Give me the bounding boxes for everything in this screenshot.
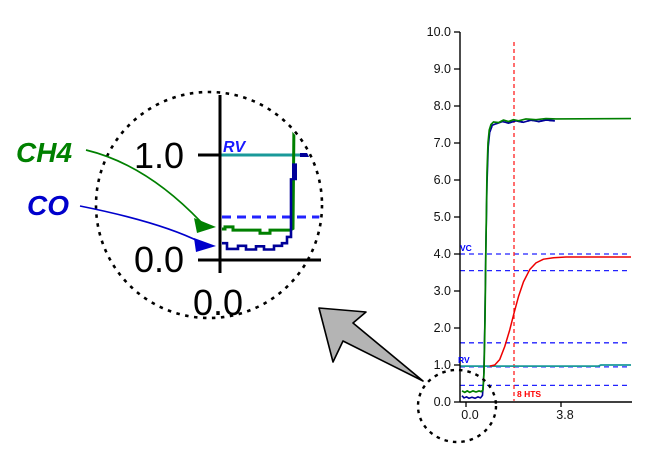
inset-ytick-0: 0.0 <box>134 239 184 280</box>
zoom-arrow <box>318 307 424 382</box>
y-tick-label: 3.0 <box>434 284 451 298</box>
y-tick-label: 7.0 <box>434 136 451 150</box>
y-tick-label: 5.0 <box>434 210 451 224</box>
y-tick-label: 6.0 <box>434 173 451 187</box>
inset-ytick-1: 1.0 <box>134 135 184 176</box>
y-tick-label: 10.0 <box>427 25 451 39</box>
y-tick-label: 9.0 <box>434 62 451 76</box>
inset-series-group <box>220 118 320 251</box>
co-curve <box>461 119 555 400</box>
rv-curve <box>460 364 631 368</box>
ch4-curve <box>461 117 632 394</box>
inset-co-line <box>222 178 293 251</box>
inset-rv-label: RV <box>223 139 247 156</box>
y-tick-label: 8.0 <box>434 99 451 113</box>
origin-zoom-ellipse <box>416 368 498 444</box>
ch4-callout-arrowhead <box>194 218 216 233</box>
magnifier-circle-outline <box>94 90 324 320</box>
main-vc-label: VC <box>460 243 472 253</box>
x-tick-label: 0.0 <box>461 408 478 422</box>
inset-red-tip-line <box>315 149 320 156</box>
y-tick-label: 1.0 <box>434 358 451 372</box>
co-plateau-dashes <box>488 119 555 133</box>
inset-axes-group <box>198 95 321 273</box>
x-tick-label: 3.8 <box>556 408 573 422</box>
ch4-series-label: CH4 <box>16 137 72 168</box>
main-rv-label: RV <box>458 355 470 365</box>
ch4-callout-arrow-line <box>85 149 202 223</box>
co-series-label: CO <box>27 190 69 221</box>
inset-xtick-0: 0.0 <box>193 282 243 323</box>
y-tick-label: 4.0 <box>434 247 451 261</box>
y-tick-label: 0.0 <box>434 395 451 409</box>
co-callout-arrowhead <box>194 238 216 252</box>
main-chart-group: 10.0 9.0 8.0 7.0 6.0 5.0 4.0 3.0 2.0 1.0 0.0 0.0 3.8 <box>427 25 632 422</box>
main-hts-label: 8 HTS <box>517 389 541 399</box>
hts-curve <box>489 256 631 367</box>
y-tick-label: 2.0 <box>434 321 451 335</box>
co-callout-arrow-line <box>79 205 201 243</box>
